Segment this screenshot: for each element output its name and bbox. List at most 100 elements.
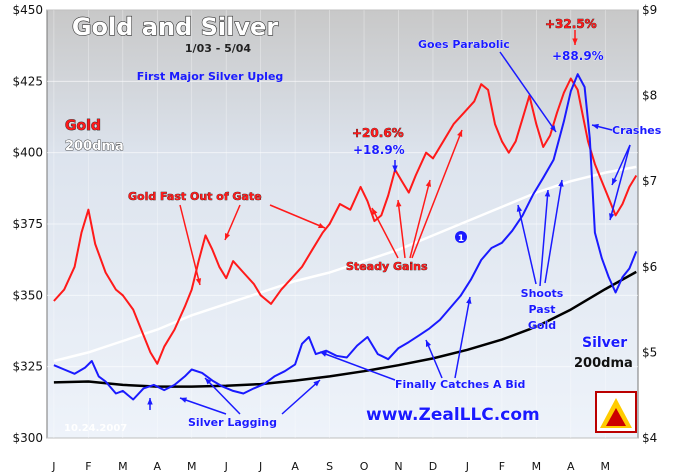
- arrow-steady-3-head: [457, 130, 463, 137]
- date-stamp: 10.24.2007: [64, 423, 127, 434]
- annotation-arrows: [147, 30, 631, 415]
- y-left-tick-label: $400: [12, 146, 43, 160]
- arrow-shoots-2: [517, 204, 537, 285]
- arrow-steady-4: [371, 207, 399, 259]
- arrow-shoots-1: [539, 189, 549, 287]
- arrow-lagging-3: [281, 379, 321, 415]
- silver-dma-label: 200dma: [574, 356, 633, 371]
- series-group: [53, 73, 638, 401]
- arrow-finally-2-head: [425, 340, 432, 347]
- arrow-lagging-4-head: [147, 398, 153, 405]
- silver-marker-circle: [455, 231, 467, 243]
- arrow-gold-fast-1-head: [195, 278, 202, 285]
- annotation-pct1-blue: +18.9%: [353, 143, 405, 157]
- x-tick-label: J: [224, 460, 228, 473]
- y-right-tick-label: $4: [642, 431, 657, 445]
- arrow-finally-2: [425, 339, 443, 379]
- annotation-pct2-red: +32.5%: [545, 17, 597, 31]
- annotation-gold-fast: Gold Fast Out of Gate: [128, 190, 262, 203]
- arrow-finally-3: [319, 351, 396, 381]
- silver-marker-label: 1: [458, 234, 464, 244]
- x-tick-label: F: [499, 460, 505, 473]
- chart-subtitle-2: First Major Silver Upleg: [137, 70, 284, 83]
- arrow-lagging-1: [204, 377, 241, 415]
- arrow-finally-1-head: [466, 297, 472, 304]
- x-tick-label: M: [187, 460, 197, 473]
- gold-dma-label: 200dma: [65, 139, 124, 154]
- annotation-steady-gains: Steady Gains: [346, 260, 428, 273]
- arrow-steady-4-head: [372, 208, 378, 215]
- y-left-tick-label: $350: [12, 288, 43, 302]
- arrow-finally-3-head: [320, 351, 327, 357]
- arrow-crashes-1-head: [609, 213, 615, 220]
- x-tick-label: O: [360, 460, 369, 473]
- annotation-pct1-red: +20.6%: [352, 126, 404, 140]
- arrow-steady-1: [397, 199, 406, 259]
- y-left-tick-label: $425: [12, 74, 43, 88]
- arrow-crashes-1: [609, 144, 631, 221]
- x-tick-label: J: [51, 460, 55, 473]
- website-label: www.ZealLLC.com: [366, 405, 540, 425]
- annotation-pct2-blue: +88.9%: [552, 49, 604, 63]
- annotation-crashes: Crashes: [612, 124, 662, 137]
- chart-title: Gold and Silver: [72, 13, 278, 41]
- annotation-shoots-1: Shoots: [521, 287, 564, 300]
- y-left-tick-label: $300: [12, 431, 43, 445]
- y-axis-right: $4 $5 $6 $7 $8 $9: [642, 3, 657, 445]
- arrow-lagging-1-head: [205, 378, 212, 385]
- arrow-shoots-3: [544, 179, 563, 284]
- x-tick-label: J: [258, 460, 262, 473]
- arrow-gold-fast-3: [269, 204, 326, 229]
- arrow-parabolic: [499, 51, 557, 133]
- x-tick-label: J: [465, 460, 469, 473]
- x-tick-label: M: [601, 460, 611, 473]
- arrow-steady-3: [411, 129, 463, 259]
- x-tick-label: F: [85, 460, 91, 473]
- arrow-pct1-head: [392, 165, 398, 172]
- arrow-crashes-3: [611, 144, 631, 186]
- arrow-crashes-2-head: [592, 123, 599, 130]
- arrow-shoots-1-head: [544, 190, 551, 197]
- arrow-pct2-head: [572, 38, 578, 45]
- series-line-200dma-2: [53, 165, 637, 363]
- arrow-parabolic-head: [550, 125, 556, 132]
- arrow-gold-fast-2-head: [225, 233, 231, 240]
- arrow-steady-1-head: [396, 200, 402, 207]
- x-tick-label: A: [291, 460, 299, 473]
- gridlines: [47, 9, 638, 439]
- arrow-steady-2: [409, 179, 431, 259]
- chart-subtitle: 1/03 - 5/04: [185, 42, 252, 55]
- x-tick-label: M: [118, 460, 128, 473]
- arrow-gold-fast-3-head: [318, 222, 325, 229]
- arrow-lagging-3-head: [313, 380, 320, 387]
- arrow-lagging-2: [179, 397, 227, 415]
- y-right-tick-label: $6: [642, 260, 657, 274]
- x-tick-label: M: [532, 460, 542, 473]
- y-left-tick-label: $325: [12, 360, 43, 374]
- x-tick-label: N: [394, 460, 402, 473]
- y-axis-left: $300 $325 $350 $375 $400 $425 $450: [12, 3, 43, 445]
- y-left-tick-label: $375: [12, 217, 43, 231]
- series-line-gold-0: [53, 77, 638, 365]
- y-right-tick-label: $7: [642, 174, 657, 188]
- arrow-crashes-3-head: [612, 178, 618, 185]
- silver-label: Silver: [582, 335, 627, 351]
- x-tick-label: A: [154, 460, 162, 473]
- y-left-tick-label: $450: [12, 3, 43, 17]
- series-line-silver-1: [53, 73, 638, 401]
- arrow-steady-2-head: [425, 180, 432, 187]
- arrow-finally-1: [454, 296, 471, 379]
- arrow-lagging-2-head: [180, 397, 187, 403]
- annotation-shoots-3: Gold: [528, 319, 556, 332]
- annotation-lagging: Silver Lagging: [188, 416, 277, 429]
- gold-label: Gold: [65, 118, 101, 134]
- x-tick-label: D: [429, 460, 437, 473]
- x-tick-label: A: [567, 460, 575, 473]
- annotation-shoots-2: Past: [529, 303, 556, 316]
- zeal-logo: [595, 391, 637, 433]
- x-tick-label: S: [326, 460, 333, 473]
- annotation-goes-parabolic: Goes Parabolic: [418, 38, 510, 51]
- arrow-shoots-3-head: [558, 180, 564, 187]
